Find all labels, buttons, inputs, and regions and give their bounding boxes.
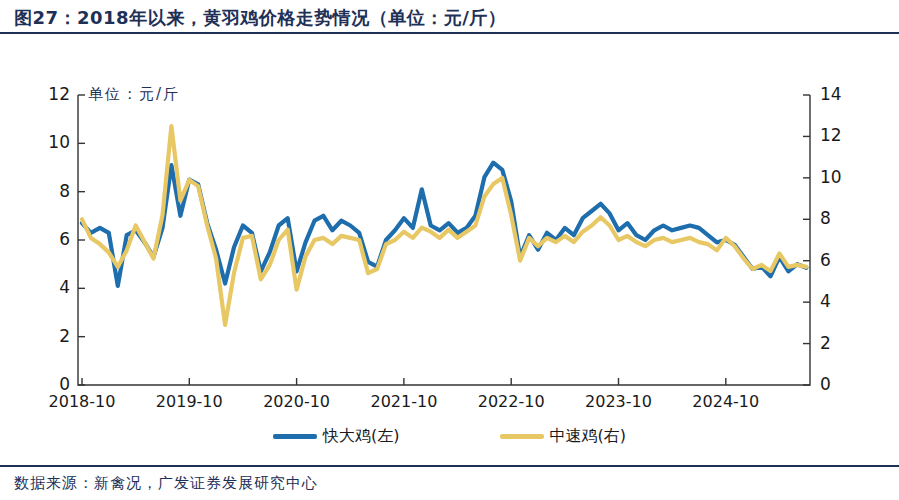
left-axis-label-10: 10	[28, 133, 70, 152]
left-axis-label-8: 8	[28, 182, 70, 201]
x-axis-label-2018-10: 2018-10	[44, 393, 120, 411]
data-source-note: 数据来源：新禽况，广发证券发展研究中心	[14, 474, 318, 493]
right-axis-label-8: 8	[820, 209, 862, 228]
yellow-line-swatch	[500, 434, 544, 439]
price-trend-chart	[0, 0, 899, 500]
left-axis-label-6: 6	[28, 230, 70, 249]
x-axis-label-2019-10: 2019-10	[151, 393, 227, 411]
axis-unit-label: 单位：元/斤	[88, 85, 180, 104]
x-axis-label-2021-10: 2021-10	[366, 393, 442, 411]
left-axis-label-4: 4	[28, 278, 70, 297]
right-axis-label-6: 6	[820, 251, 862, 270]
right-axis-label-0: 0	[820, 375, 862, 394]
legend-item-medium-chicken: 中速鸡(右)	[500, 426, 626, 447]
x-axis-label-2020-10: 2020-10	[259, 393, 335, 411]
blue-line-swatch	[273, 434, 317, 439]
footer-separator	[0, 465, 899, 467]
legend-item-fast-chicken: 快大鸡(左)	[273, 426, 399, 447]
x-axis-label-2022-10: 2022-10	[473, 393, 549, 411]
right-axis-label-12: 12	[820, 126, 862, 145]
right-axis-label-2: 2	[820, 334, 862, 353]
x-axis-label-2023-10: 2023-10	[581, 393, 657, 411]
left-axis-label-12: 12	[28, 85, 70, 104]
left-axis-label-0: 0	[28, 375, 70, 394]
x-axis-label-2024-10: 2024-10	[688, 393, 764, 411]
right-axis-label-14: 14	[820, 85, 862, 104]
axes	[78, 95, 810, 385]
left-axis-label-2: 2	[28, 327, 70, 346]
right-axis-label-4: 4	[820, 292, 862, 311]
right-axis-label-10: 10	[820, 168, 862, 187]
legend-label: 中速鸡(右)	[550, 426, 626, 447]
report-figure-page: 图27：2018年以来，黄羽鸡价格走势情况（单位：元/斤） 单位：元/斤 024…	[0, 0, 899, 500]
chart-legend: 快大鸡(左) 中速鸡(右)	[0, 426, 899, 447]
legend-label: 快大鸡(左)	[323, 426, 399, 447]
